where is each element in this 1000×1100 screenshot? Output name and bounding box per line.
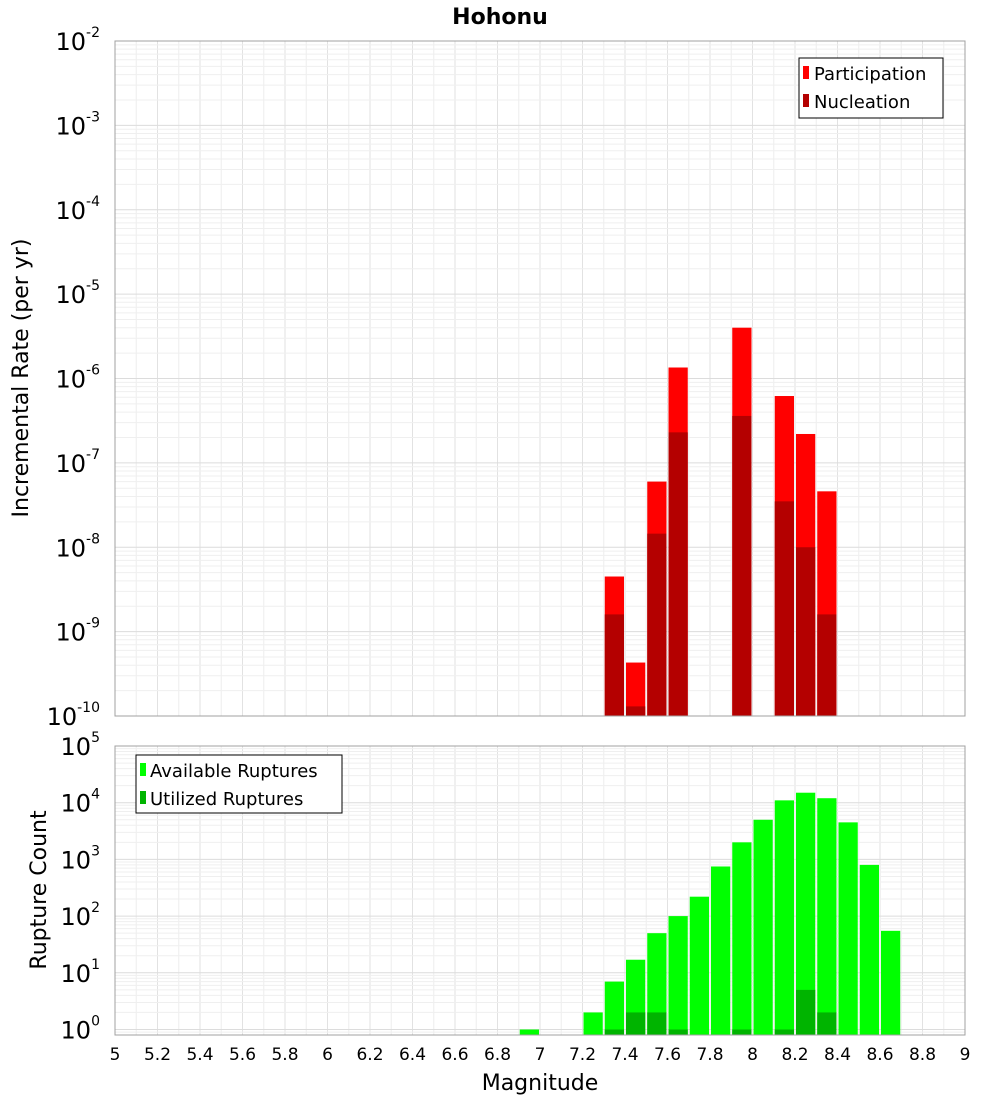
utilized-ruptures-legend-label: Utilized Ruptures: [150, 789, 303, 810]
x-tick-label: 5.4: [186, 1045, 213, 1065]
y-tick-label: 104: [61, 787, 101, 818]
count-plot-frame: [114, 745, 966, 1036]
available-ruptures-legend-swatch: [140, 763, 146, 776]
x-tick-label: 8.8: [909, 1045, 936, 1065]
utilized-ruptures-bar: [732, 1029, 752, 1035]
nucleation-legend-swatch: [803, 94, 809, 107]
x-tick-label: 8: [747, 1045, 758, 1065]
x-tick-label: 8.6: [866, 1045, 893, 1065]
nucleation-bar: [626, 706, 646, 716]
x-tick-label: 8.2: [781, 1045, 808, 1065]
y-tick-label: 10-6: [55, 363, 100, 394]
x-tick-labels: 5 5.2 5.4 5.6 5.8 6 6.2 6.4 6.6 6.8 7 7.2 7.4 7.6 7.8 8…: [110, 1045, 971, 1065]
x-tick-label: 5.2: [144, 1045, 171, 1065]
nucleation-bar: [796, 547, 816, 716]
available-ruptures-bar: [774, 800, 794, 1035]
x-tick-label: 7.4: [611, 1045, 638, 1065]
x-tick-label: 7.2: [569, 1045, 596, 1065]
x-tick-label: 9: [960, 1045, 971, 1065]
x-tick-label: 7: [535, 1045, 546, 1065]
count-y-axis-label: Rupture Count: [27, 810, 52, 970]
rate-bars: [604, 327, 837, 716]
available-ruptures-bar: [647, 933, 667, 1035]
rate-legend: Participation Nucleation: [798, 57, 944, 119]
x-axis-label: Magnitude: [482, 1071, 599, 1096]
participation-bar: [626, 662, 646, 716]
y-tick-label: 10-2: [55, 25, 100, 56]
participation-legend-label: Participation: [814, 64, 926, 85]
y-tick-label: 10-7: [55, 447, 100, 478]
x-tick-label: 7.8: [696, 1045, 723, 1065]
count-bars: [519, 792, 901, 1035]
rate-plot-frame: [114, 40, 966, 717]
available-ruptures-bar: [796, 792, 816, 1035]
count-legend-box: [135, 754, 343, 814]
x-tick-label: 7.6: [654, 1045, 681, 1065]
available-ruptures-legend-label: Available Ruptures: [150, 761, 318, 782]
count-panel: 100 101 102 103 104 105 Rupture Count 5 5.2 5.4…: [27, 730, 970, 1096]
utilized-ruptures-bar: [796, 989, 816, 1035]
x-tick-label: 5.8: [271, 1045, 298, 1065]
available-ruptures-bar: [668, 916, 688, 1035]
utilized-ruptures-legend-swatch: [140, 791, 146, 804]
count-y-tick-labels: 100 101 102 103 104 105: [61, 730, 101, 1045]
available-ruptures-bar: [881, 930, 901, 1035]
nucleation-bar: [668, 432, 688, 716]
chart-title: Hohonu: [452, 5, 548, 30]
rate-y-axis-label: Incremental Rate (per yr): [9, 239, 34, 518]
y-tick-label: 10-3: [55, 109, 100, 140]
available-ruptures-bar: [859, 864, 879, 1035]
nucleation-bar: [774, 501, 794, 716]
y-tick-label: 10-5: [55, 278, 100, 309]
utilized-ruptures-bar: [626, 1012, 646, 1035]
x-tick-label: 8.4: [824, 1045, 851, 1065]
x-tick-label: 6: [322, 1045, 333, 1065]
nucleation-bar: [817, 614, 837, 716]
available-ruptures-bar: [753, 819, 773, 1035]
available-ruptures-bar: [838, 822, 858, 1035]
y-tick-label: 10-9: [55, 616, 100, 647]
nucleation-bar: [647, 533, 667, 716]
y-tick-label: 10-8: [55, 531, 100, 562]
x-tick-label: 5.6: [229, 1045, 256, 1065]
available-ruptures-bar: [583, 1012, 603, 1035]
rate-panel: 10-10 10-9 10-8 10-7 10-6 10-5 10-4 10-3 10-2 In…: [9, 25, 966, 731]
x-tick-label: 6.8: [484, 1045, 511, 1065]
nucleation-bar: [604, 614, 624, 716]
y-tick-label: 10-10: [47, 700, 100, 731]
utilized-ruptures-bar: [604, 1029, 624, 1035]
rate-y-tick-labels: 10-10 10-9 10-8 10-7 10-6 10-5 10-4 10-3 10-2: [47, 25, 101, 731]
utilized-ruptures-bar: [817, 1012, 837, 1035]
available-ruptures-bar: [689, 896, 709, 1035]
y-tick-label: 105: [61, 730, 100, 761]
y-tick-label: 100: [61, 1014, 100, 1045]
x-tick-label: 6.4: [399, 1045, 426, 1065]
x-tick-label: 5: [110, 1045, 121, 1065]
available-ruptures-bar: [817, 798, 837, 1035]
nucleation-bar: [732, 415, 752, 716]
nucleation-legend-label: Nucleation: [814, 92, 910, 113]
available-ruptures-bar: [732, 842, 752, 1035]
count-legend: Available Ruptures Utilized Ruptures: [135, 754, 343, 814]
rate-grid: [114, 41, 966, 717]
utilized-ruptures-bar: [647, 1012, 667, 1035]
available-ruptures-bar: [711, 866, 731, 1035]
available-ruptures-bar: [519, 1029, 539, 1035]
available-ruptures-bar: [604, 981, 624, 1035]
y-tick-label: 101: [61, 957, 100, 988]
utilized-ruptures-bar: [668, 1029, 688, 1035]
x-tick-label: 6.2: [356, 1045, 383, 1065]
utilized-ruptures-bar: [774, 1029, 794, 1035]
y-tick-label: 10-4: [55, 194, 100, 225]
y-tick-label: 103: [61, 843, 100, 874]
rate-legend-box: [798, 57, 944, 119]
participation-legend-swatch: [803, 66, 809, 79]
y-tick-label: 102: [61, 900, 100, 931]
x-tick-label: 6.6: [441, 1045, 468, 1065]
